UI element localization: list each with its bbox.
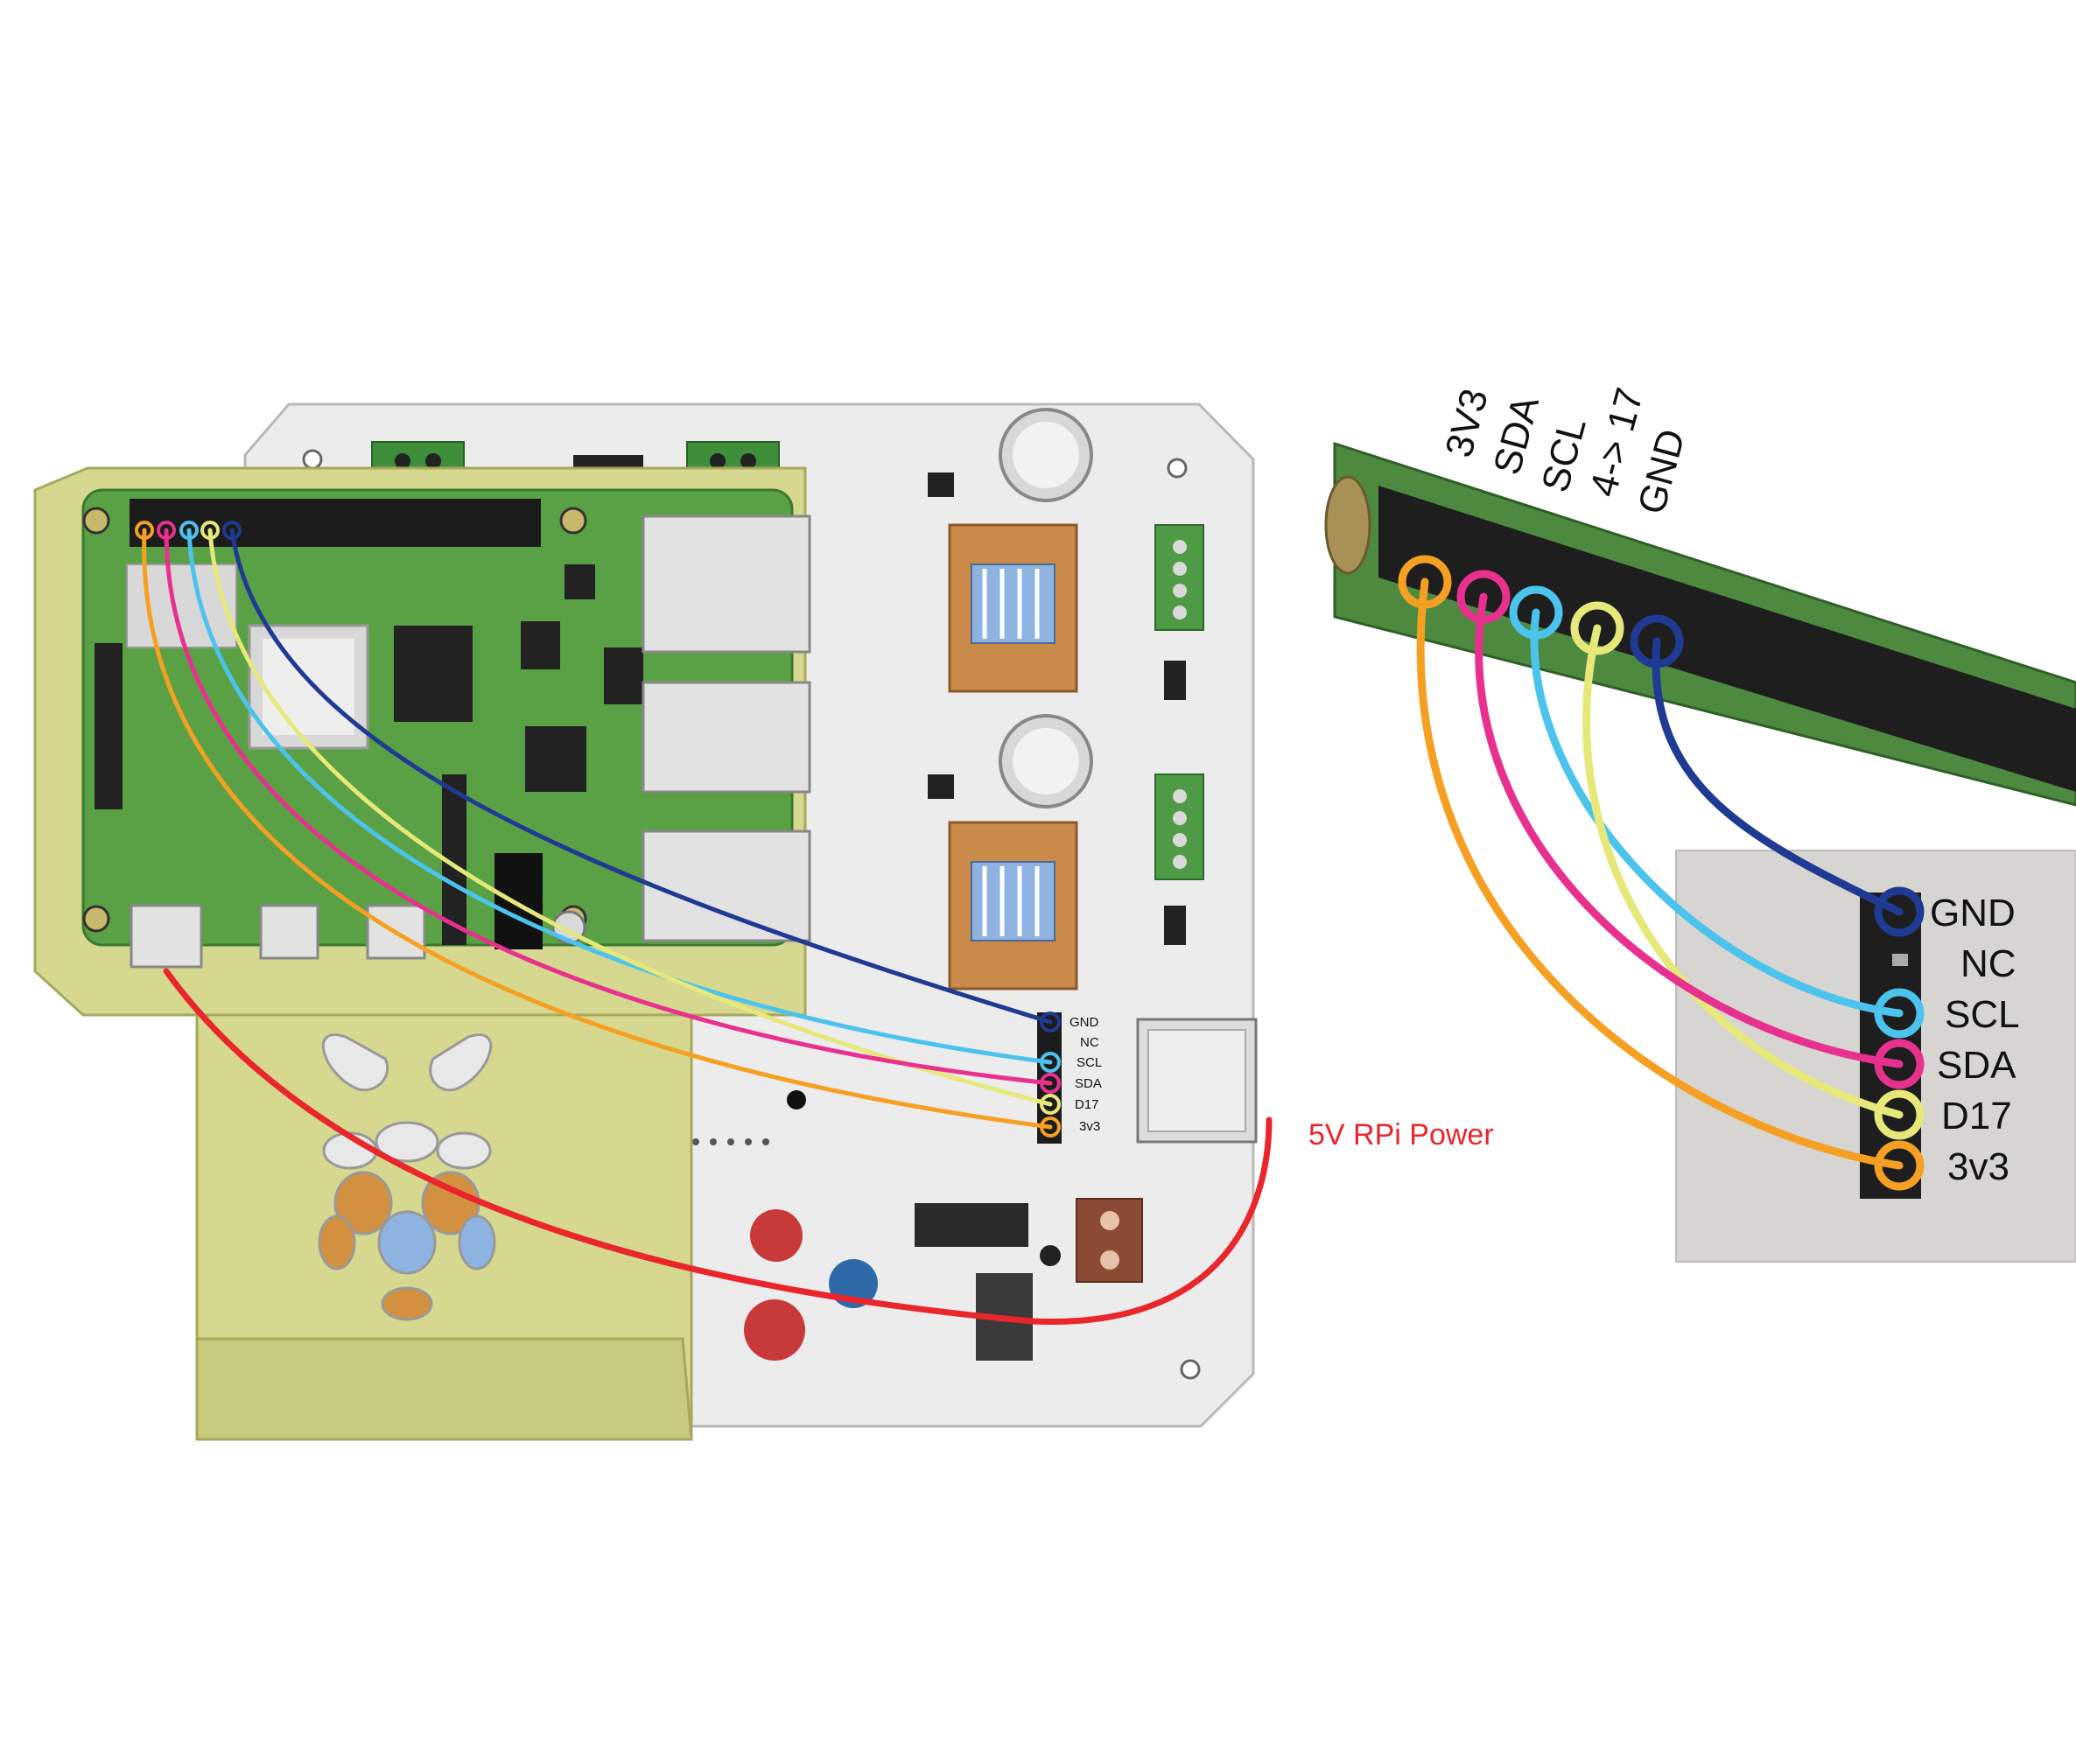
- zoom-label-gnd: GND: [1930, 892, 2016, 934]
- gpio-label-3v3: 3V3: [1437, 384, 1497, 461]
- board-pin-scl: [1040, 1052, 1061, 1073]
- zoom-wires: [1416, 578, 1904, 1170]
- zoom-conn-ring-gnd: [1874, 886, 1925, 937]
- wire-scl: [186, 528, 1053, 1065]
- wire-sda: [164, 528, 1053, 1086]
- zoom-label-sda: SDA: [1937, 1044, 2016, 1087]
- stepper-driver: [948, 821, 1078, 990]
- zoom-connector-labels: GND NC SCL SDA D17 3v3: [1930, 892, 2020, 1188]
- zoom-wire-d17: [1582, 624, 1904, 1119]
- zoom-label-3v3: 3v3: [1947, 1145, 2009, 1188]
- raspberry-pi-board: [81, 488, 811, 969]
- zoom-conn-ring-scl: [1874, 988, 1925, 1039]
- board-pin-3v3: [1040, 1116, 1061, 1138]
- gpio-pin-gnd: [222, 521, 242, 540]
- board-pin-gnd: [1040, 1012, 1061, 1032]
- zoom-wire-scl: [1530, 608, 1904, 1018]
- board-pin-d17: [1040, 1094, 1061, 1115]
- board-label-sda: SDA: [1075, 1076, 1102, 1091]
- gpio-zoom-strip: [1324, 441, 2076, 807]
- zoom-gpio-ring-scl: [1509, 585, 1563, 640]
- board-wires: [142, 528, 1273, 1325]
- zoom-label-d17: D17: [1941, 1095, 2012, 1138]
- gpio-pin-scl: [179, 521, 199, 540]
- board-connector-labels: GND NC SCL SDA D17 3v3: [1070, 1015, 1102, 1134]
- board-label-nc: NC: [1080, 1035, 1099, 1050]
- zoom-label-nc: NC: [1960, 942, 2016, 985]
- power-label: 5V RPi Power: [1308, 1118, 1494, 1152]
- board-label-d17: D17: [1075, 1097, 1099, 1112]
- gpio-pin-d17: [200, 521, 220, 540]
- raspberry-logo-icon: [318, 1033, 496, 1321]
- board-label-scl: SCL: [1077, 1055, 1102, 1070]
- zoom-gpio-ring-gnd: [1630, 614, 1684, 668]
- board-pin-sda: [1040, 1073, 1061, 1094]
- wire-power: [163, 968, 1273, 1325]
- wire-d17: [207, 528, 1053, 1107]
- stepper-driver: [948, 523, 1078, 693]
- zoom-gpio-ring-sda: [1456, 570, 1511, 624]
- zoom-gpio-ring-3v3: [1398, 555, 1452, 609]
- zoom-conn-ring-d17: [1874, 1089, 1925, 1140]
- gpio-pin-3v3: [135, 521, 154, 540]
- zoom-wire-gnd: [1652, 637, 1904, 916]
- zoom-gpio-ring-d17: [1570, 601, 1624, 655]
- gpio-pin-sda: [157, 521, 176, 540]
- zoom-conn-ring-sda: [1874, 1039, 1925, 1089]
- board-label-gnd: GND: [1070, 1015, 1099, 1030]
- zoom-wire-sda: [1475, 592, 1904, 1068]
- board-label-3v3: 3v3: [1079, 1119, 1100, 1134]
- zoom-wire-3v3: [1416, 578, 1904, 1170]
- wire-gnd: [229, 528, 1053, 1025]
- zoom-conn-ring-3v3: [1874, 1140, 1925, 1191]
- wire-3v3: [142, 528, 1053, 1130]
- zoom-label-scl: SCL: [1945, 993, 2020, 1036]
